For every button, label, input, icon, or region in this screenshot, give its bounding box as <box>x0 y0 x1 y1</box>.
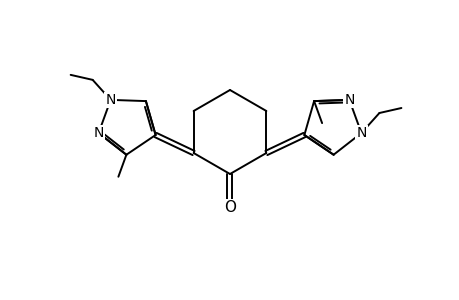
Text: N: N <box>355 126 366 140</box>
Text: N: N <box>93 126 104 140</box>
Text: O: O <box>224 200 235 215</box>
Text: N: N <box>105 93 116 107</box>
Text: N: N <box>343 93 354 107</box>
